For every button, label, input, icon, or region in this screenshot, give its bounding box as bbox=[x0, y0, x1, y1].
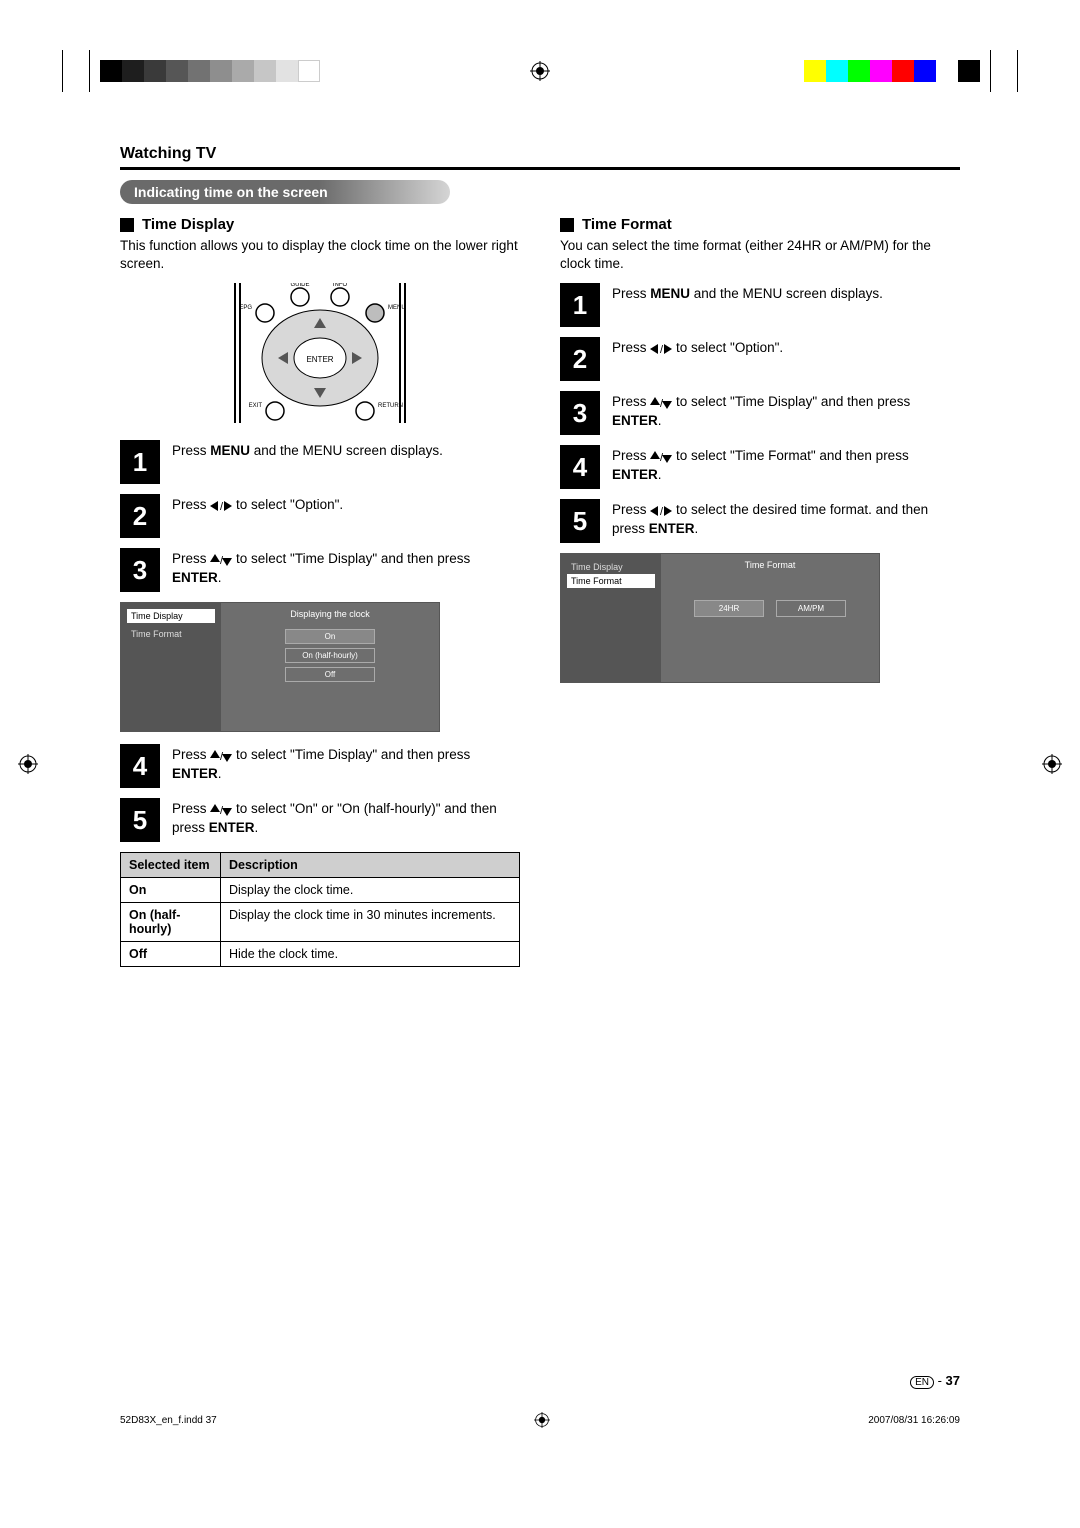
subsection-heading: Indicating time on the screen bbox=[120, 180, 450, 204]
cell-item: Off bbox=[121, 942, 221, 967]
step-number: 5 bbox=[120, 798, 160, 842]
osd-menu: Time DisplayTime FormatTime Format24HRAM… bbox=[560, 553, 880, 683]
col-time-display: Time Display This function allows you to… bbox=[120, 216, 520, 967]
step-number: 4 bbox=[560, 445, 600, 489]
svg-text:EPG: EPG bbox=[239, 305, 252, 311]
step-number: 3 bbox=[560, 391, 600, 435]
cell-desc: Display the clock time in 30 minutes inc… bbox=[221, 903, 520, 942]
step: 3 Press / to select "Time Display" and th… bbox=[560, 391, 960, 435]
page-number: EN - 37 bbox=[910, 1373, 960, 1388]
osd-option: On (half-hourly) bbox=[285, 648, 375, 663]
step-text: Press / to select "Time Display" and the… bbox=[172, 548, 520, 592]
svg-text:/: / bbox=[220, 751, 224, 762]
th-description: Description bbox=[221, 853, 520, 878]
osd-left-item: Time Format bbox=[127, 627, 215, 641]
crop-marks-top bbox=[0, 50, 1080, 92]
square-bullet-icon bbox=[120, 218, 134, 232]
svg-text:/: / bbox=[220, 555, 224, 566]
osd-button: 24HR bbox=[694, 600, 764, 617]
heading-text: Time Format bbox=[582, 216, 672, 233]
step-number: 2 bbox=[120, 494, 160, 538]
step-number: 3 bbox=[120, 548, 160, 592]
section-title: Watching TV bbox=[120, 145, 960, 163]
registration-mark-bottom bbox=[534, 1412, 550, 1428]
svg-text:INFO: INFO bbox=[333, 283, 348, 288]
osd-left-item: Time Display bbox=[567, 560, 655, 574]
heading-time-format: Time Format bbox=[560, 216, 960, 233]
footer-left: 52D83X_en_f.indd 37 bbox=[120, 1415, 217, 1426]
osd-left-item: Time Display bbox=[127, 609, 215, 623]
color-bars bbox=[804, 60, 980, 82]
osd-left-item: Time Format bbox=[567, 574, 655, 588]
th-selected-item: Selected item bbox=[121, 853, 221, 878]
table-row: OnDisplay the clock time. bbox=[121, 878, 520, 903]
osd-menu: Time DisplayTime FormatDisplaying the cl… bbox=[120, 602, 440, 732]
step: 1 Press MENU and the MENU screen displays… bbox=[120, 440, 520, 484]
footer-right: 2007/08/31 16:26:09 bbox=[868, 1415, 960, 1426]
svg-text:EXIT: EXIT bbox=[249, 403, 263, 409]
intro-text: You can select the time format (either 2… bbox=[560, 237, 960, 273]
registration-mark-left bbox=[18, 754, 38, 774]
svg-text:RETURN: RETURN bbox=[378, 403, 403, 409]
step: 1 Press MENU and the MENU screen displays… bbox=[560, 283, 960, 327]
step-number: 1 bbox=[120, 440, 160, 484]
step-number: 4 bbox=[120, 744, 160, 788]
remote-illustration: ENTER GUIDE INFO EPG MENU EXIT bbox=[220, 283, 420, 426]
step-text: Press / to select "On" or "On (half-hour… bbox=[172, 798, 520, 842]
step-text: Press / to select "Time Display" and the… bbox=[612, 391, 960, 435]
step-number: 2 bbox=[560, 337, 600, 381]
step-text: Press / to select the desired time forma… bbox=[612, 499, 960, 543]
step-text: Press / to select "Option". bbox=[172, 494, 343, 538]
heading-text: Time Display bbox=[142, 216, 234, 233]
registration-mark-right bbox=[1042, 754, 1062, 774]
cell-desc: Hide the clock time. bbox=[221, 942, 520, 967]
table-row: OffHide the clock time. bbox=[121, 942, 520, 967]
square-bullet-icon bbox=[560, 218, 574, 232]
col-time-format: Time Format You can select the time form… bbox=[560, 216, 960, 967]
grayscale-bars bbox=[100, 60, 320, 82]
step-number: 1 bbox=[560, 283, 600, 327]
step: 4 Press / to select "Time Display" and th… bbox=[120, 744, 520, 788]
cell-item: On (half-hourly) bbox=[121, 903, 221, 942]
svg-text:MENU: MENU bbox=[388, 305, 406, 311]
cell-desc: Display the clock time. bbox=[221, 878, 520, 903]
step: 5 Press / to select the desired time form… bbox=[560, 499, 960, 543]
page-lang: EN bbox=[910, 1376, 934, 1389]
step-number: 5 bbox=[560, 499, 600, 543]
intro-text: This function allows you to display the … bbox=[120, 237, 520, 273]
svg-text:/: / bbox=[660, 398, 664, 409]
cell-item: On bbox=[121, 878, 221, 903]
step-text: Press / to select "Time Format" and then… bbox=[612, 445, 960, 489]
crop-lines-right bbox=[990, 50, 1018, 92]
svg-text:/: / bbox=[660, 506, 664, 516]
svg-text:/: / bbox=[660, 344, 664, 354]
step-text: Press / to select "Time Display" and the… bbox=[172, 744, 520, 788]
divider bbox=[120, 167, 960, 170]
osd-button: AM/PM bbox=[776, 600, 846, 617]
svg-text:/: / bbox=[220, 501, 224, 511]
step: 3 Press / to select "Time Display" and th… bbox=[120, 548, 520, 592]
step-text: Press MENU and the MENU screen displays. bbox=[612, 283, 883, 327]
table-row: On (half-hourly)Display the clock time i… bbox=[121, 903, 520, 942]
options-table: Selected item Description OnDisplay the … bbox=[120, 852, 520, 967]
svg-text:GUIDE: GUIDE bbox=[290, 283, 309, 288]
crop-lines-left bbox=[62, 50, 90, 92]
osd-option: Off bbox=[285, 667, 375, 682]
step: 2 Press / to select "Option". bbox=[560, 337, 960, 381]
svg-text:ENTER: ENTER bbox=[306, 355, 333, 364]
heading-time-display: Time Display bbox=[120, 216, 520, 233]
footer: 52D83X_en_f.indd 37 2007/08/31 16:26:09 bbox=[120, 1412, 960, 1428]
svg-text:/: / bbox=[220, 805, 224, 816]
step-text: Press / to select "Option". bbox=[612, 337, 783, 381]
page-content: Watching TV Indicating time on the scree… bbox=[120, 145, 960, 1388]
step: 2 Press / to select "Option". bbox=[120, 494, 520, 538]
osd-option: On bbox=[285, 629, 375, 644]
step: 5 Press / to select "On" or "On (half-hou… bbox=[120, 798, 520, 842]
registration-mark-top bbox=[530, 61, 550, 81]
svg-text:/: / bbox=[660, 452, 664, 463]
step-text: Press MENU and the MENU screen displays. bbox=[172, 440, 443, 484]
step: 4 Press / to select "Time Format" and the… bbox=[560, 445, 960, 489]
